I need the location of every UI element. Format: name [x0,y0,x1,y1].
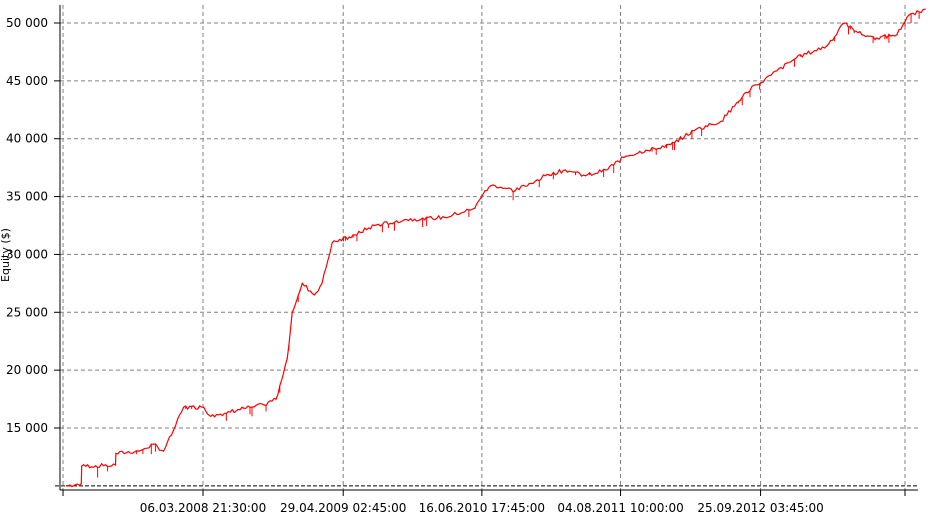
y-axis-label: Equity ($) [0,228,12,282]
equity-point [203,406,205,408]
equity-point [544,175,546,177]
equity-point [243,407,245,409]
y-tick-label: 25 000 [6,305,48,319]
equity-point [745,91,747,94]
equity-point [138,450,140,452]
equity-point [210,415,212,418]
equity-point [291,311,293,313]
equity-line [66,8,926,488]
equity-point [373,224,375,227]
equity-point [348,236,350,238]
equity-point [81,465,83,467]
x-tick-label: 25.09.2012 03:45:00 [697,501,823,515]
x-tick-label: 16.06.2010 17:45:00 [419,501,545,515]
equity-point [514,190,516,192]
equity-point [474,207,476,209]
equity-point [275,398,277,400]
equity-point [80,482,82,485]
equity-point [825,45,828,47]
equity-point [114,464,117,466]
equity-point [403,219,406,221]
equity-point [876,37,878,39]
equity-point [564,169,567,171]
y-tick-label: 40 000 [6,132,48,146]
equity-point [182,406,185,408]
equity-point [584,175,587,177]
x-tick-label: 06.03.2008 21:30:00 [140,501,266,515]
equity-point [924,8,926,10]
equity-point [313,294,315,296]
equity-point [115,452,117,455]
equity-point [695,128,697,131]
y-tick-label: 45 000 [6,74,48,88]
equity-point [795,57,797,59]
equity-point [770,74,772,76]
equity-point [65,485,67,487]
equity-point [321,282,323,284]
x-tick-label: 29.04.2009 02:45:00 [280,501,406,515]
equity-point [301,282,303,284]
y-tick-label: 20 000 [6,363,48,377]
equity-point [625,155,627,157]
equity-point [152,443,155,445]
equity-point [720,120,722,122]
y-tick-label: 50 000 [6,16,48,30]
equity-point [484,190,486,192]
equity-point [162,450,165,452]
equity-point [906,16,908,18]
equity-point [670,143,672,146]
y-tick-label: 35 000 [6,190,48,204]
equity-point [492,184,494,186]
equity-point [844,22,846,24]
y-tick-label: 15 000 [6,421,48,435]
equity-point [605,169,607,171]
equity-point [286,357,288,360]
equity-point [263,404,265,406]
equity-point [444,216,446,218]
grid [60,5,918,490]
equity-point [896,33,898,36]
equity-point [172,429,175,431]
equity-point [645,149,647,151]
x-tick-label: 04.08.2011 10:00:00 [557,501,683,515]
equity-point [331,242,333,244]
y-tick-label: 30 000 [6,247,48,261]
equity-point [861,33,863,36]
